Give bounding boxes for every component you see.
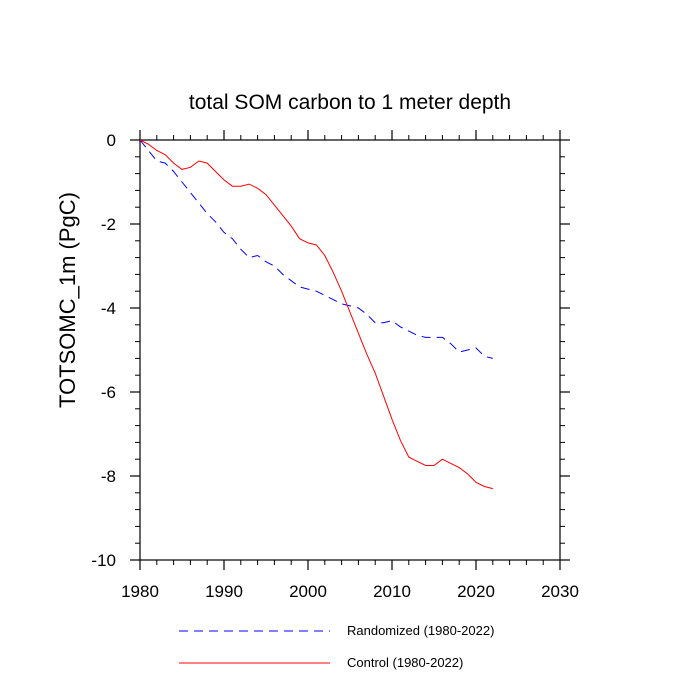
y-tick-label: -2: [101, 215, 116, 234]
x-tick-label: 2010: [373, 582, 411, 601]
legend-label: Control (1980-2022): [347, 655, 463, 670]
plot-area: 1980 1990 2000 2010 2020 2030 0 -2 -4 -6 -8 -10: [91, 130, 579, 601]
x-tick-label: 2030: [541, 582, 579, 601]
x-tick-label: 1980: [121, 582, 159, 601]
plot-frame: [139, 139, 561, 561]
y-tick-label: -8: [101, 467, 116, 486]
y-tick-label: -4: [101, 299, 116, 318]
y-tick-label: 0: [107, 131, 116, 150]
legend: Randomized (1980-2022) Control (1980-2022…: [179, 623, 494, 670]
chart-title: total SOM carbon to 1 meter depth: [189, 91, 511, 114]
y-axis-label: TOTSOMC_1m (PgC): [55, 192, 80, 408]
x-tick-label: 2020: [457, 582, 495, 601]
y-tick-label: -6: [101, 383, 116, 402]
series-line-randomized: [139, 139, 493, 359]
series-line-control: [139, 139, 493, 490]
x-tick-label: 1990: [205, 582, 243, 601]
legend-label: Randomized (1980-2022): [347, 623, 494, 638]
y-tick-label: -10: [91, 551, 116, 570]
x-tick-label: 2000: [289, 582, 327, 601]
